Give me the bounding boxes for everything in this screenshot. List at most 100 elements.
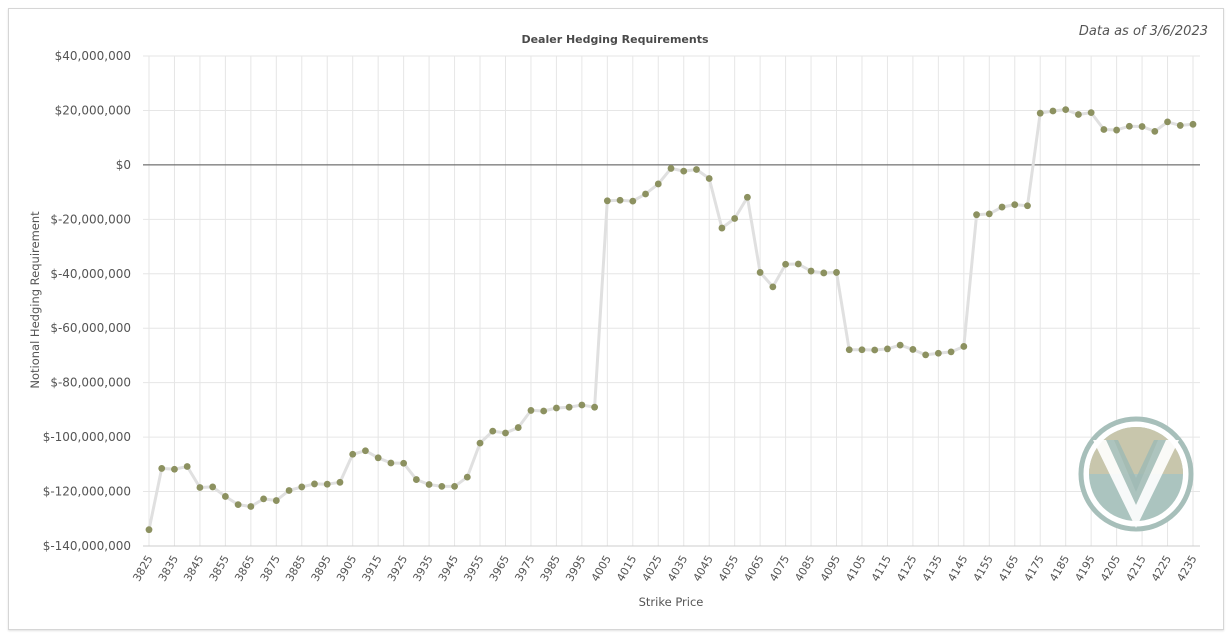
- data-point: [705, 175, 713, 182]
- data-point: [654, 180, 662, 188]
- data-point: [756, 269, 764, 276]
- data-point: [922, 351, 930, 359]
- x-tick-label: 3915: [360, 553, 385, 584]
- data-point: [1164, 118, 1171, 126]
- data-point: [438, 482, 446, 490]
- data-point: [425, 481, 433, 488]
- data-point: [1138, 123, 1146, 130]
- data-point: [1151, 128, 1159, 135]
- x-tick-label: 4095: [818, 553, 843, 584]
- series-markers: [145, 106, 1197, 534]
- data-point: [553, 404, 560, 412]
- data-point: [820, 269, 828, 277]
- y-tick-label: $0: [116, 158, 131, 172]
- y-tick-label: $-40,000,000: [50, 267, 131, 281]
- data-point: [1189, 120, 1197, 128]
- x-tick-label: 4075: [767, 553, 792, 584]
- x-tick-label: 4175: [1022, 553, 1047, 584]
- data-point: [1113, 126, 1121, 134]
- data-point: [323, 480, 331, 488]
- x-tick-label: 4195: [1072, 553, 1097, 584]
- data-point: [616, 196, 624, 204]
- data-point: [285, 487, 293, 494]
- data-point: [833, 269, 840, 276]
- data-point: [1075, 111, 1082, 118]
- data-point: [272, 497, 280, 504]
- data-point: [298, 483, 306, 491]
- data-point: [1100, 126, 1108, 133]
- y-tick-label: $-100,000,000: [43, 430, 131, 444]
- x-tick-label: 4005: [589, 553, 614, 584]
- data-point: [221, 493, 229, 500]
- x-tick-label: 3945: [436, 553, 461, 584]
- data-point: [514, 424, 522, 431]
- data-point: [973, 211, 980, 219]
- x-tick-label: 4165: [996, 553, 1021, 584]
- y-tick-label: $20,000,000: [55, 103, 131, 117]
- vanna-v-logo-icon: [1078, 416, 1194, 532]
- data-point: [451, 482, 458, 490]
- x-tick-label: 3975: [512, 553, 537, 584]
- data-point: [667, 165, 675, 172]
- data-point: [603, 197, 611, 205]
- data-point: [782, 260, 789, 268]
- data-as-of-label: Data as of 3/6/2023: [1078, 24, 1208, 39]
- x-tick-label: 3855: [207, 553, 232, 584]
- y-axis-ticks: $40,000,000 $20,000,000 $0 $-20,000,000 $-40…: [43, 49, 131, 553]
- data-point: [1011, 201, 1019, 209]
- x-tick-label: 3925: [385, 553, 410, 584]
- series-line: [147, 108, 1194, 531]
- data-point: [247, 503, 255, 510]
- data-point: [311, 480, 318, 488]
- data-point: [476, 439, 484, 447]
- data-point: [794, 260, 802, 268]
- x-tick-label: 4055: [716, 553, 741, 584]
- data-point: [374, 454, 382, 462]
- data-point: [578, 401, 586, 409]
- x-tick-label: 3825: [130, 553, 155, 584]
- data-point: [934, 349, 942, 357]
- x-tick-label: 4025: [640, 553, 665, 584]
- data-point: [1049, 107, 1057, 115]
- data-point: [362, 447, 369, 455]
- data-point: [1176, 122, 1184, 129]
- x-tick-label: 3895: [309, 553, 334, 584]
- x-tick-label: 4065: [741, 553, 766, 584]
- y-tick-label: $-120,000,000: [43, 485, 131, 499]
- data-point: [234, 501, 242, 509]
- y-tick-label: $-20,000,000: [50, 212, 131, 226]
- x-tick-label: 3905: [334, 553, 359, 584]
- x-tick-label: 4135: [920, 553, 945, 584]
- data-point: [718, 224, 726, 232]
- data-point: [260, 495, 267, 503]
- data-point: [642, 190, 649, 198]
- data-point: [896, 341, 904, 349]
- x-tick-label: 4155: [971, 553, 996, 584]
- data-point: [527, 407, 535, 414]
- x-tick-label: 4125: [894, 553, 919, 584]
- data-point: [807, 267, 815, 275]
- x-tick-label: 3875: [258, 553, 283, 584]
- x-tick-label: 4085: [792, 553, 817, 584]
- x-tick-label: 4035: [665, 553, 690, 584]
- data-point: [858, 346, 866, 354]
- data-point: [871, 346, 879, 354]
- data-point: [629, 197, 637, 205]
- data-point: [209, 483, 217, 491]
- data-point: [693, 166, 700, 173]
- x-tick-label: 4235: [1174, 553, 1199, 584]
- x-tick-label: 4115: [869, 553, 894, 584]
- data-point: [680, 167, 688, 175]
- x-axis-label: Strike Price: [639, 595, 704, 609]
- x-tick-label: 4205: [1098, 553, 1123, 584]
- data-point: [196, 484, 204, 491]
- data-point: [985, 210, 993, 218]
- x-tick-label: 3965: [487, 553, 512, 584]
- y-axis-label: Notional Hedging Requirement: [28, 211, 42, 389]
- data-point: [540, 407, 548, 415]
- x-tick-label: 3985: [538, 553, 563, 584]
- data-point: [1087, 109, 1095, 117]
- data-point: [769, 283, 777, 291]
- data-point: [1036, 109, 1044, 117]
- x-tick-label: 4105: [843, 553, 868, 584]
